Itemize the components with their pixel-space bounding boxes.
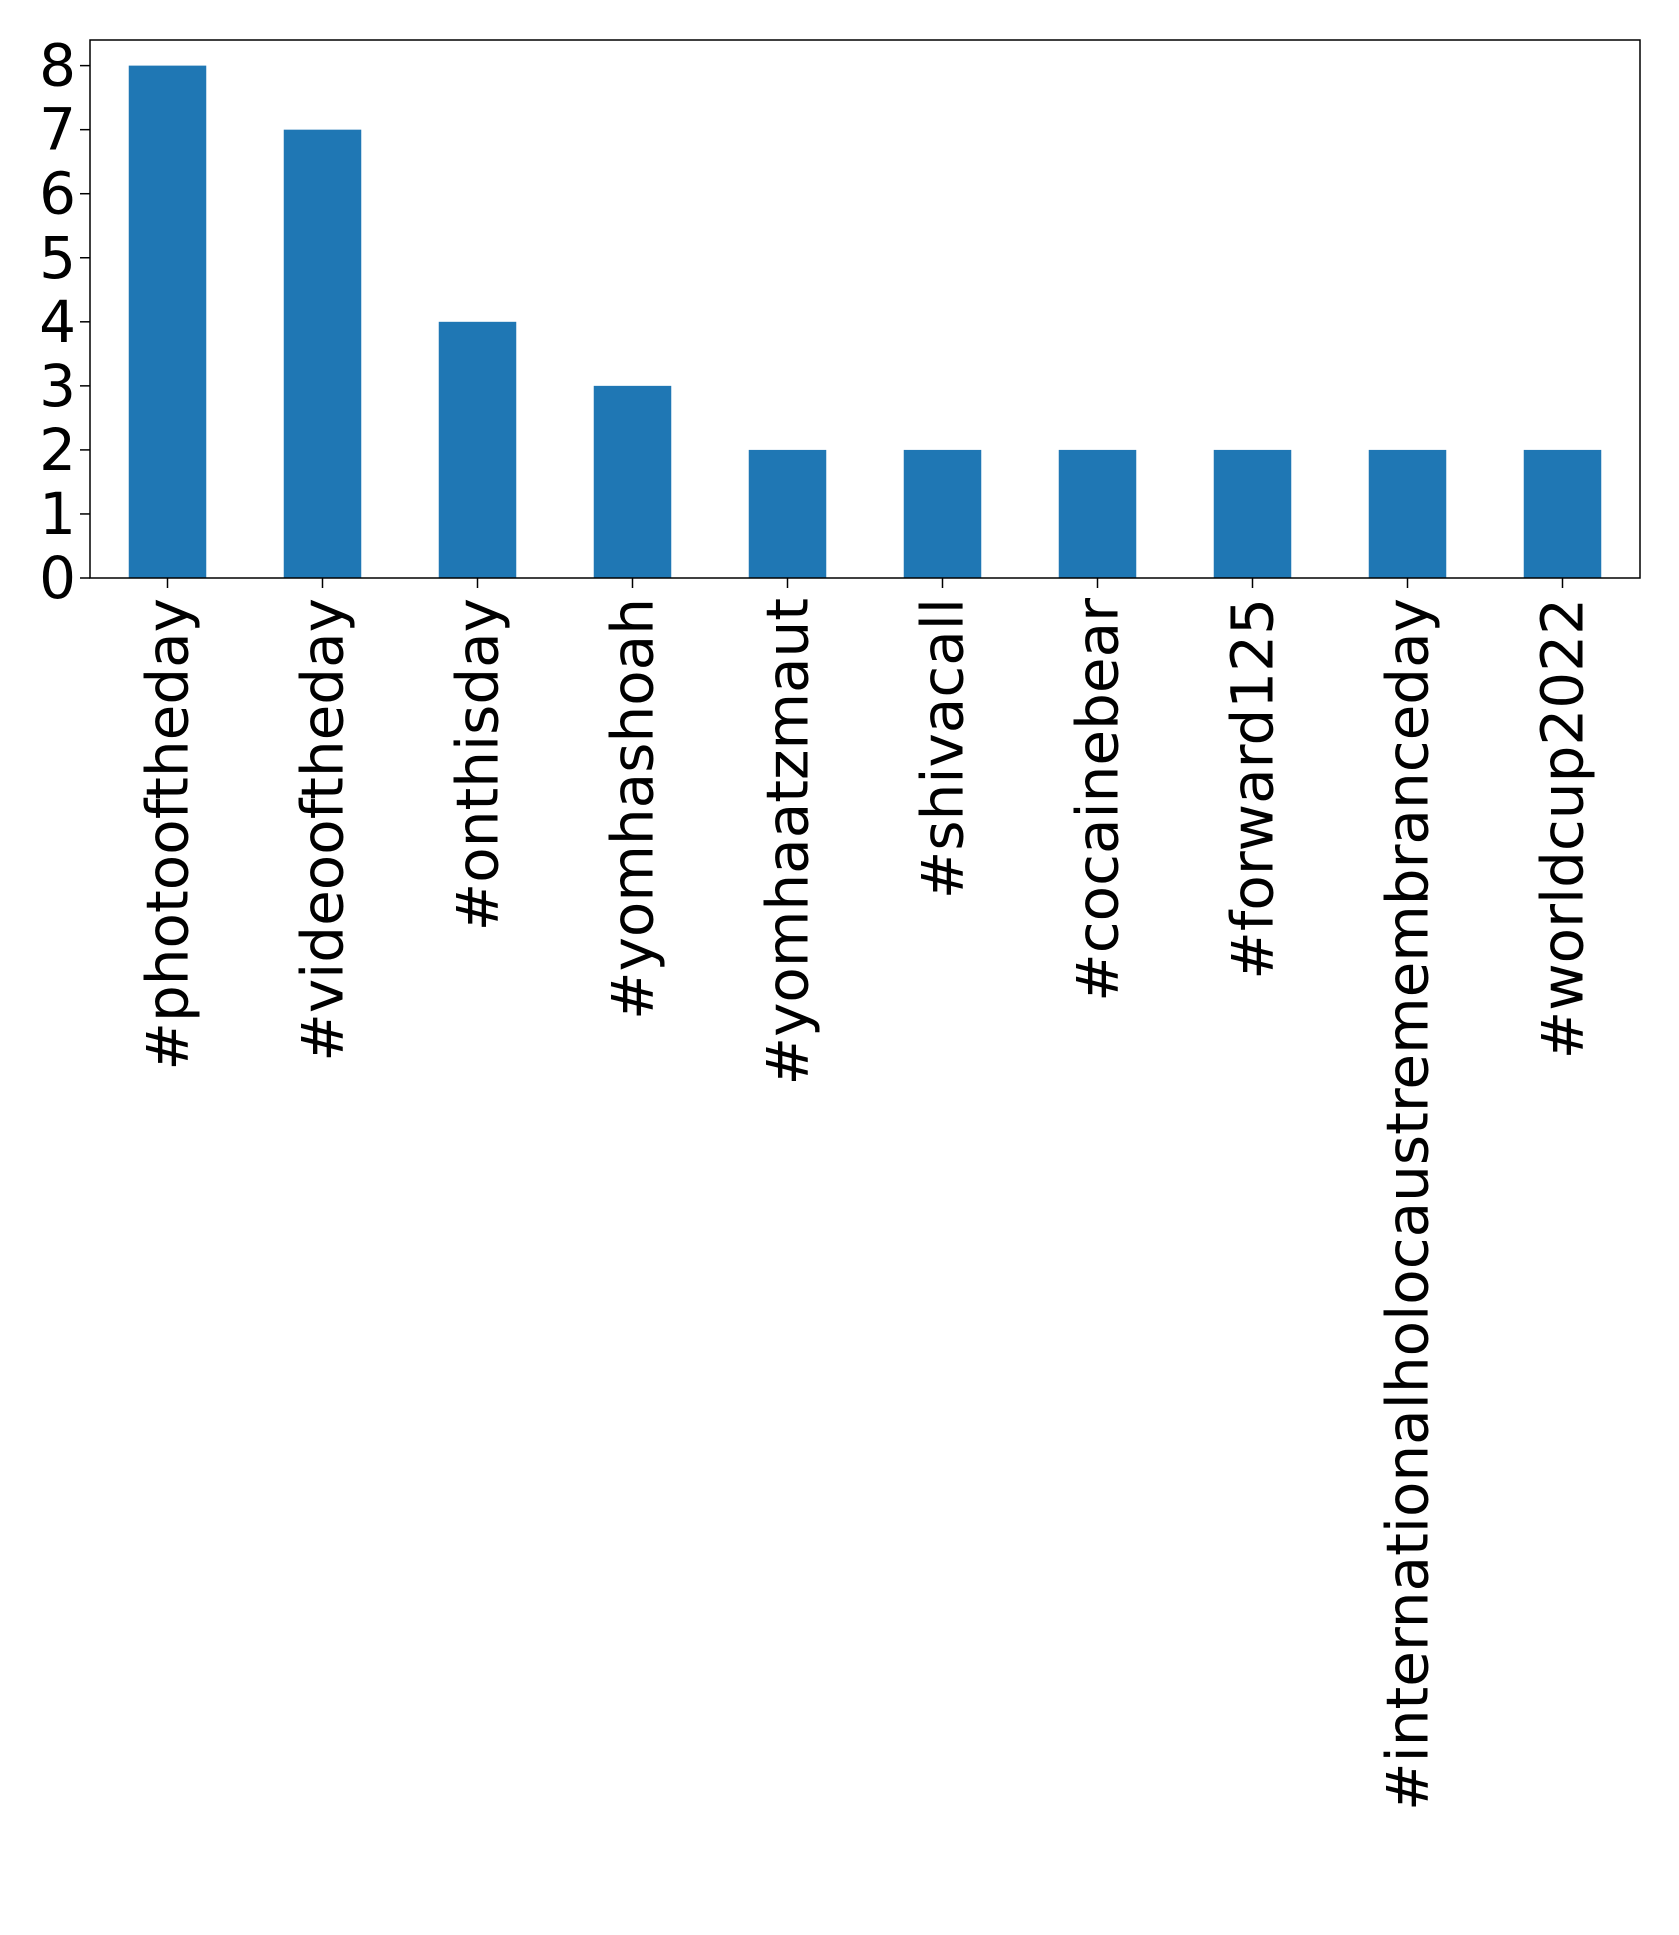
bars-group	[128, 65, 1602, 579]
bar	[438, 321, 517, 578]
bar	[1523, 449, 1602, 578]
plot-frame	[89, 39, 1641, 579]
x-tick-label: #shivacall	[909, 598, 977, 899]
y-tick-label: 0	[39, 544, 76, 612]
bar	[748, 449, 827, 578]
y-tick-label: 4	[39, 288, 76, 356]
bar	[593, 385, 672, 578]
x-tick-label: #forward125	[1219, 598, 1287, 980]
y-tick-label: 5	[39, 224, 76, 292]
x-axis: #photooftheday #videooftheday #onthisday #y…	[134, 578, 1597, 1811]
x-tick-label: #yomhashoah	[599, 598, 667, 1020]
x-tick-label: #yomhaatzmaut	[754, 598, 822, 1085]
x-tick-label: #onthisday	[444, 598, 512, 931]
bar	[1058, 449, 1137, 578]
x-tick-label: #photooftheday	[134, 598, 202, 1071]
y-tick-label: 3	[39, 352, 76, 420]
bar	[903, 449, 982, 578]
x-tick-label: #cocainebear	[1064, 598, 1132, 1002]
bar	[1213, 449, 1292, 578]
x-tick-label: #videooftheday	[289, 598, 357, 1062]
y-tick-label: 6	[39, 160, 76, 228]
bar	[1368, 449, 1447, 578]
bar	[128, 65, 207, 579]
y-tick-label: 1	[39, 480, 76, 548]
bar	[283, 129, 362, 578]
x-tick-label: #worldcup2022	[1529, 598, 1597, 1059]
y-tick-label: 7	[39, 96, 76, 164]
x-tick-label: #internationalholocaustremembranceday	[1374, 598, 1442, 1811]
y-tick-label: 2	[39, 416, 76, 484]
y-tick-label: 8	[39, 32, 76, 100]
